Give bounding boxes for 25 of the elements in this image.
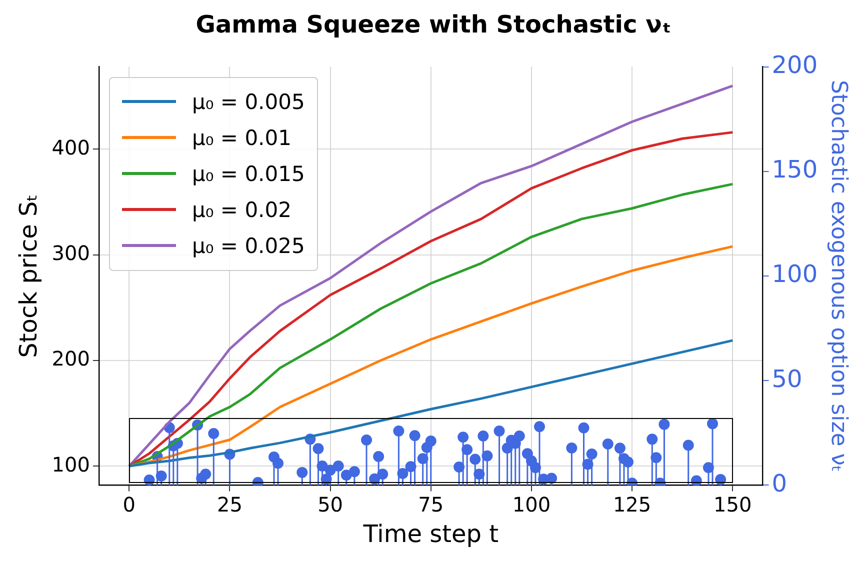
y2-tick-label: 150 xyxy=(772,156,818,184)
legend-label: μ₀ = 0.015 xyxy=(192,162,305,186)
x-tick-label: 25 xyxy=(217,492,242,516)
y2-axis-title: Stochastic exogenous option size νₜ xyxy=(826,80,852,472)
y-tick-label: 200 xyxy=(52,346,90,371)
y-tick-label: 400 xyxy=(52,135,90,160)
y2-tick-label: 100 xyxy=(772,260,818,288)
legend-label: μ₀ = 0.01 xyxy=(192,126,292,150)
legend-label: μ₀ = 0.02 xyxy=(192,198,292,222)
legend-label: μ₀ = 0.025 xyxy=(192,234,305,258)
y2-tick-label: 200 xyxy=(772,51,818,80)
x-axis-title: Time step t xyxy=(362,520,499,548)
y-tick-label: 300 xyxy=(52,241,90,266)
y-tick-label: 100 xyxy=(52,452,90,476)
x-tick-label: 100 xyxy=(512,492,551,516)
x-tick-label: 125 xyxy=(612,492,652,516)
y2-tick-label: 50 xyxy=(772,364,802,393)
x-tick-label: 150 xyxy=(714,492,752,516)
chart-title: Gamma Squeeze with Stochastic νₜ xyxy=(196,10,672,39)
y-axis-title: Stock price Sₜ xyxy=(14,194,43,358)
x-tick-label: 75 xyxy=(418,492,444,516)
x-tick-label: 0 xyxy=(122,492,136,516)
legend-label: μ₀ = 0.005 xyxy=(192,90,305,114)
x-tick-label: 50 xyxy=(318,492,344,516)
y2-tick-label: 0 xyxy=(772,469,788,498)
